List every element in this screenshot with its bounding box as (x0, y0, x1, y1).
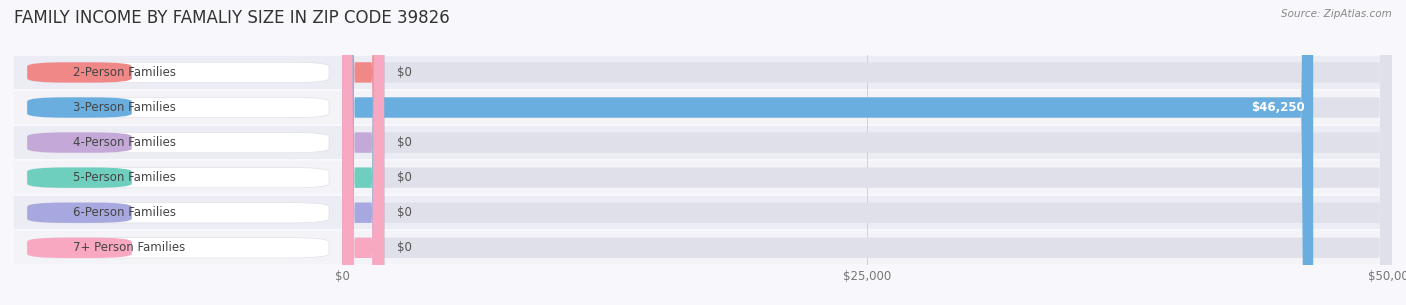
FancyBboxPatch shape (342, 56, 1392, 89)
Text: 2-Person Families: 2-Person Families (73, 66, 176, 79)
FancyBboxPatch shape (342, 126, 1392, 159)
FancyBboxPatch shape (27, 203, 329, 223)
Text: 7+ Person Families: 7+ Person Families (73, 241, 186, 254)
FancyBboxPatch shape (342, 0, 384, 305)
FancyBboxPatch shape (27, 97, 329, 118)
FancyBboxPatch shape (27, 132, 132, 153)
FancyBboxPatch shape (342, 91, 1392, 124)
FancyBboxPatch shape (27, 167, 132, 188)
FancyBboxPatch shape (14, 161, 342, 194)
FancyBboxPatch shape (27, 62, 329, 83)
FancyBboxPatch shape (342, 196, 1392, 229)
FancyBboxPatch shape (342, 0, 384, 305)
Text: $46,250: $46,250 (1251, 101, 1305, 114)
FancyBboxPatch shape (342, 0, 1392, 305)
Text: 3-Person Families: 3-Person Families (73, 101, 176, 114)
FancyBboxPatch shape (14, 56, 342, 89)
Text: FAMILY INCOME BY FAMALIY SIZE IN ZIP CODE 39826: FAMILY INCOME BY FAMALIY SIZE IN ZIP COD… (14, 9, 450, 27)
FancyBboxPatch shape (27, 132, 329, 153)
FancyBboxPatch shape (342, 0, 1392, 305)
FancyBboxPatch shape (342, 0, 1313, 305)
Text: $0: $0 (396, 241, 412, 254)
Text: 5-Person Families: 5-Person Families (73, 171, 176, 184)
FancyBboxPatch shape (14, 91, 342, 124)
FancyBboxPatch shape (342, 0, 1392, 305)
Text: $0: $0 (396, 206, 412, 219)
FancyBboxPatch shape (27, 203, 132, 223)
Text: $0: $0 (396, 136, 412, 149)
FancyBboxPatch shape (342, 161, 1392, 194)
FancyBboxPatch shape (27, 238, 132, 258)
FancyBboxPatch shape (14, 126, 342, 159)
Text: Source: ZipAtlas.com: Source: ZipAtlas.com (1281, 9, 1392, 19)
Text: 4-Person Families: 4-Person Families (73, 136, 176, 149)
Text: $0: $0 (396, 66, 412, 79)
FancyBboxPatch shape (14, 231, 342, 264)
FancyBboxPatch shape (27, 238, 329, 258)
FancyBboxPatch shape (342, 0, 1392, 305)
FancyBboxPatch shape (342, 0, 1392, 305)
Text: $0: $0 (396, 171, 412, 184)
FancyBboxPatch shape (342, 0, 384, 305)
FancyBboxPatch shape (342, 0, 1392, 305)
FancyBboxPatch shape (342, 0, 384, 305)
FancyBboxPatch shape (14, 196, 342, 229)
FancyBboxPatch shape (27, 167, 329, 188)
Text: 6-Person Families: 6-Person Families (73, 206, 176, 219)
FancyBboxPatch shape (342, 0, 384, 305)
FancyBboxPatch shape (342, 231, 1392, 264)
FancyBboxPatch shape (27, 97, 132, 118)
FancyBboxPatch shape (27, 62, 132, 83)
